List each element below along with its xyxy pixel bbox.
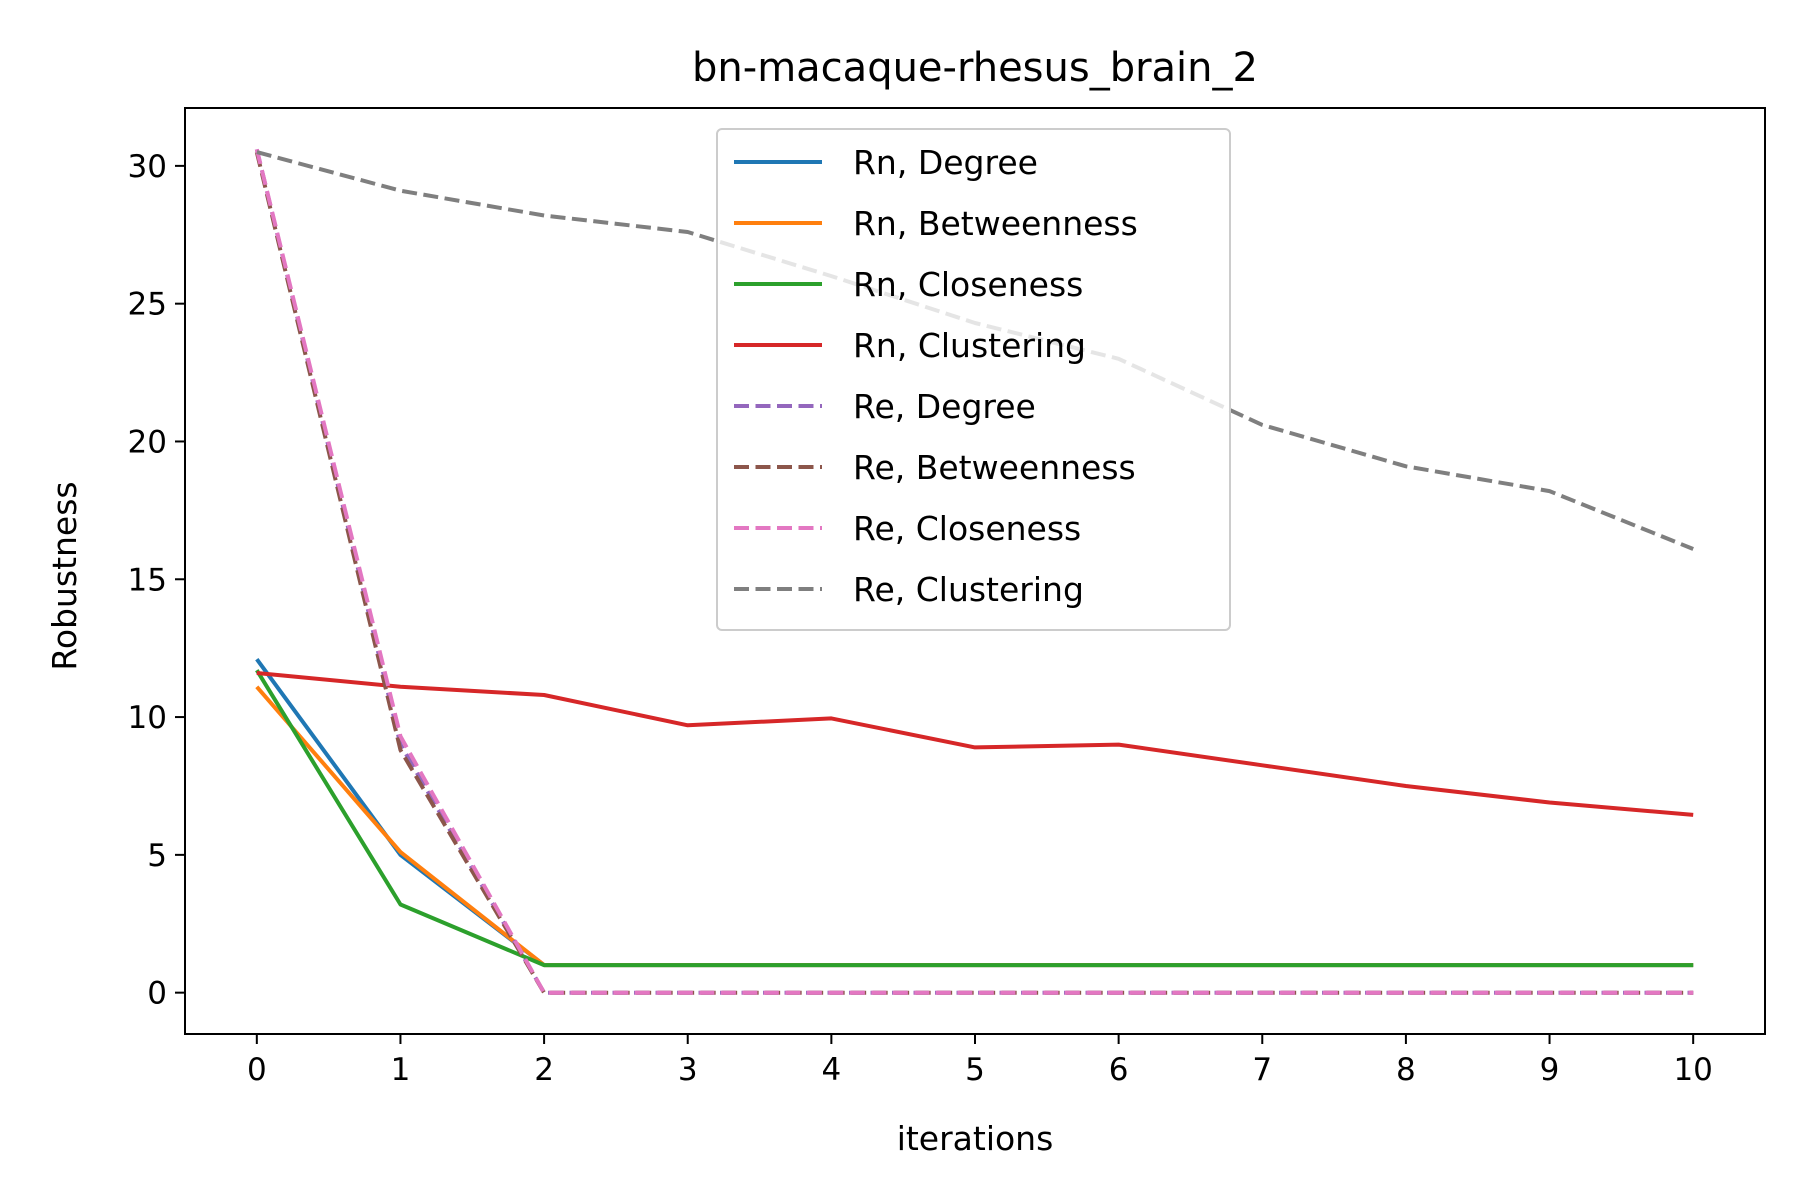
x-tick-label: 2	[534, 1052, 554, 1088]
y-axis-ticks: 0 5 10 15 20 25 30	[128, 149, 185, 1012]
x-tick-label: 8	[1396, 1052, 1416, 1088]
plot-lines	[254, 148, 1694, 995]
x-tick-label: 1	[391, 1052, 411, 1088]
legend-frame	[716, 128, 1231, 631]
y-tick-label: 5	[147, 838, 167, 874]
legend-label-rn-betweenness: Rn, Betweenness	[853, 204, 1138, 243]
y-tick-label: 20	[128, 424, 167, 460]
x-tick-label: 6	[1109, 1052, 1129, 1088]
y-tick-label: 30	[128, 149, 167, 185]
x-tick-label: 4	[821, 1052, 841, 1088]
legend-label-re-betweenness: Re, Betweenness	[853, 448, 1136, 487]
x-tick-label: 7	[1252, 1052, 1272, 1088]
x-axis-ticks: 0 1 2 3 4 5 6 7 8 9 10	[247, 1034, 1713, 1088]
y-tick-label: 0	[147, 976, 167, 1012]
series-line-re-closeness	[254, 148, 1694, 995]
x-tick-label: 9	[1540, 1052, 1560, 1088]
x-tick-label: 5	[965, 1052, 985, 1088]
series-line-rn-clustering	[256, 671, 1694, 817]
x-tick-label: 10	[1673, 1052, 1712, 1088]
y-tick-label: 15	[128, 562, 167, 598]
x-tick-label: 3	[678, 1052, 698, 1088]
legend-label-rn-clustering: Rn, Clustering	[853, 326, 1086, 365]
legend-label-re-degree: Re, Degree	[853, 387, 1036, 426]
y-tick-label: 25	[128, 287, 167, 323]
legend-label-re-clustering: Re, Clustering	[853, 570, 1084, 609]
x-tick-label: 0	[247, 1052, 267, 1088]
y-axis-label: Robustness	[45, 481, 84, 670]
series-line-rn-closeness	[255, 669, 1694, 968]
legend: Rn, Degree Rn, Betweenness Rn, Closeness Rn…	[716, 128, 1231, 631]
legend-label-re-closeness: Re, Closeness	[853, 509, 1081, 548]
legend-label-rn-degree: Rn, Degree	[853, 143, 1038, 182]
legend-label-rn-closeness: Rn, Closeness	[853, 265, 1083, 304]
y-tick-label: 10	[128, 700, 167, 736]
x-axis-label: iterations	[897, 1119, 1054, 1158]
chart-title: bn-macaque-rhesus_brain_2	[692, 45, 1258, 91]
